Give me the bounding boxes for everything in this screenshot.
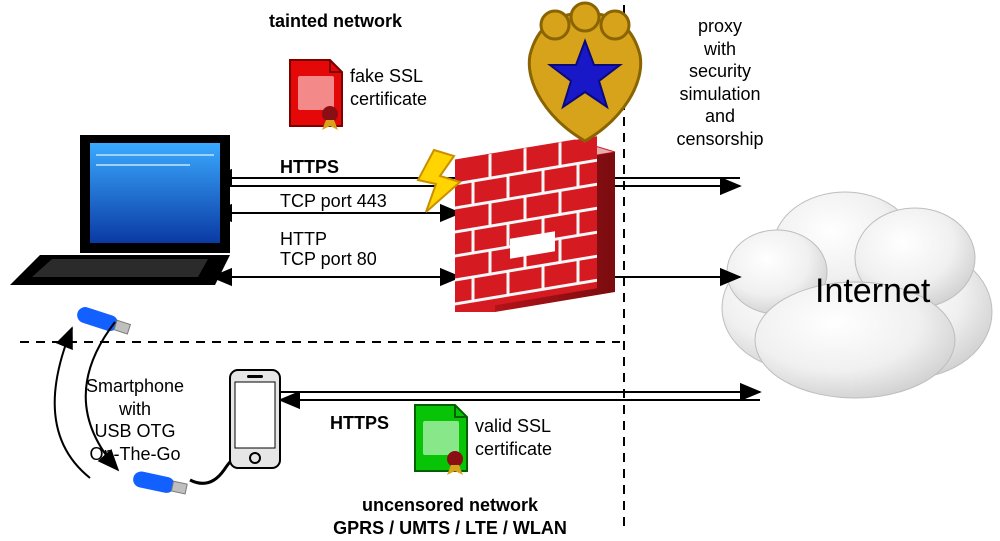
usb-top-icon [75,305,131,337]
firewall-icon [455,136,615,312]
proxy-caption: proxy with security simulation and censo… [660,15,780,150]
internet-label: Internet [815,270,930,313]
tcp443-label: TCP port 443 [280,190,387,213]
lightning-icon [418,150,460,212]
title-top: tainted network [269,10,402,33]
tcp80-label: TCP port 80 [280,248,377,271]
valid-cert-icon [415,405,467,475]
https-top-label: HTTPS [280,156,339,179]
fake-cert-icon [290,60,342,130]
proxy-badge-icon [529,3,640,141]
smartphone-icon [230,370,280,468]
phone-caption: Smartphone with USB OTG On-The-Go [60,375,210,465]
fake-cert-label: fake SSL certificate [350,65,427,110]
https-bottom-label: HTTPS [330,412,389,435]
valid-cert-label: valid SSL certificate [475,415,552,460]
title-bottom: uncensored network GPRS / UMTS / LTE / W… [270,494,630,539]
usb-bottom-icon [132,470,188,497]
laptop-icon [10,135,230,285]
